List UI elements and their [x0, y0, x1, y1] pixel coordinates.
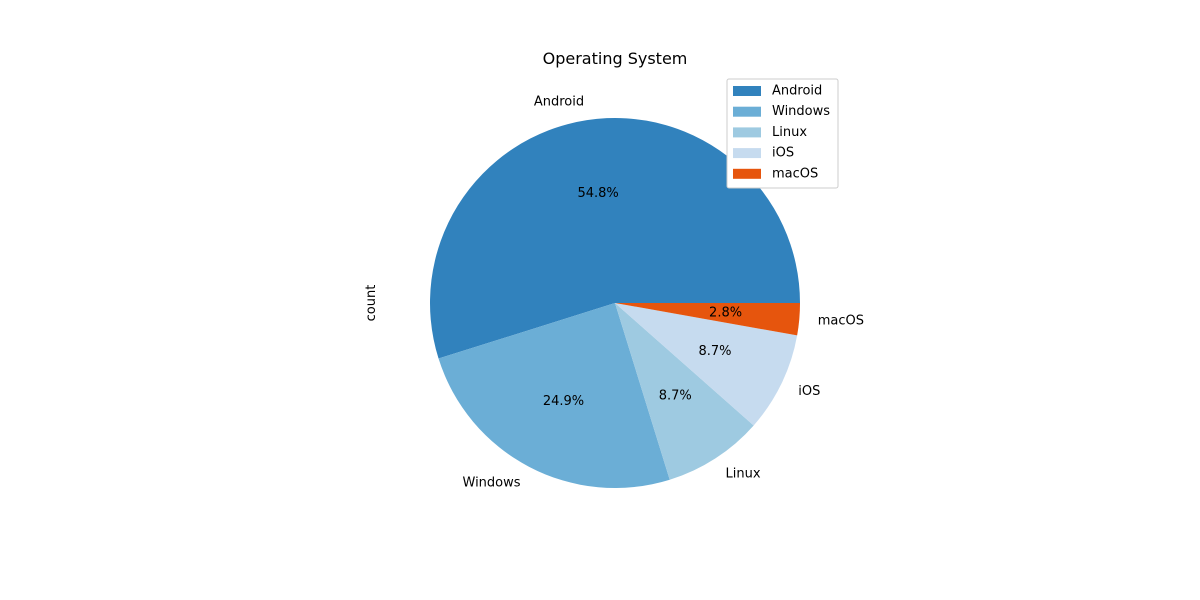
pie-slice-android	[430, 118, 800, 359]
legend-swatch-macos	[733, 168, 761, 179]
legend-swatch-android	[733, 86, 761, 96]
legend-swatch-linux	[733, 127, 761, 138]
pie-slice-windows	[438, 303, 670, 488]
slice-label-linux: Linux	[725, 466, 760, 481]
pie-slice-macos	[615, 303, 800, 336]
percentage-label-linux: 8.7%	[659, 389, 692, 404]
legend-label-ios: iOS	[772, 146, 794, 161]
percentage-label-macos: 2.8%	[709, 305, 742, 320]
percentage-label-ios: 8.7%	[698, 344, 731, 359]
chart-title: Operating System	[543, 49, 688, 68]
pie-slice-ios	[615, 303, 798, 426]
legend-swatch-ios	[733, 148, 761, 159]
percentage-label-android: 54.8%	[577, 186, 618, 201]
legend-items: Android Windows Linux iOS macOS	[733, 84, 830, 181]
pie-slice-linux	[615, 303, 754, 480]
pie-slices	[430, 118, 800, 488]
slice-label-windows: Windows	[463, 476, 521, 491]
slice-labels: Android Windows Linux iOS macOS	[463, 94, 864, 490]
legend: Android Windows Linux iOS macOS	[726, 78, 839, 189]
slice-label-android: Android	[534, 94, 584, 109]
legend-label-linux: Linux	[772, 125, 807, 140]
percentage-label-windows: 24.9%	[543, 394, 584, 409]
legend-label-windows: Windows	[772, 104, 830, 119]
legend-label-macos: macOS	[772, 166, 818, 181]
slice-label-macos: macOS	[818, 313, 864, 328]
percentage-labels: 54.8% 24.9% 8.7% 8.7% 2.8%	[543, 186, 742, 409]
y-axis-label: count	[364, 285, 379, 322]
slice-label-ios: iOS	[798, 384, 820, 399]
legend-swatch-windows	[733, 106, 761, 117]
legend-label-android: Android	[772, 84, 822, 99]
legend-frame	[726, 78, 839, 189]
